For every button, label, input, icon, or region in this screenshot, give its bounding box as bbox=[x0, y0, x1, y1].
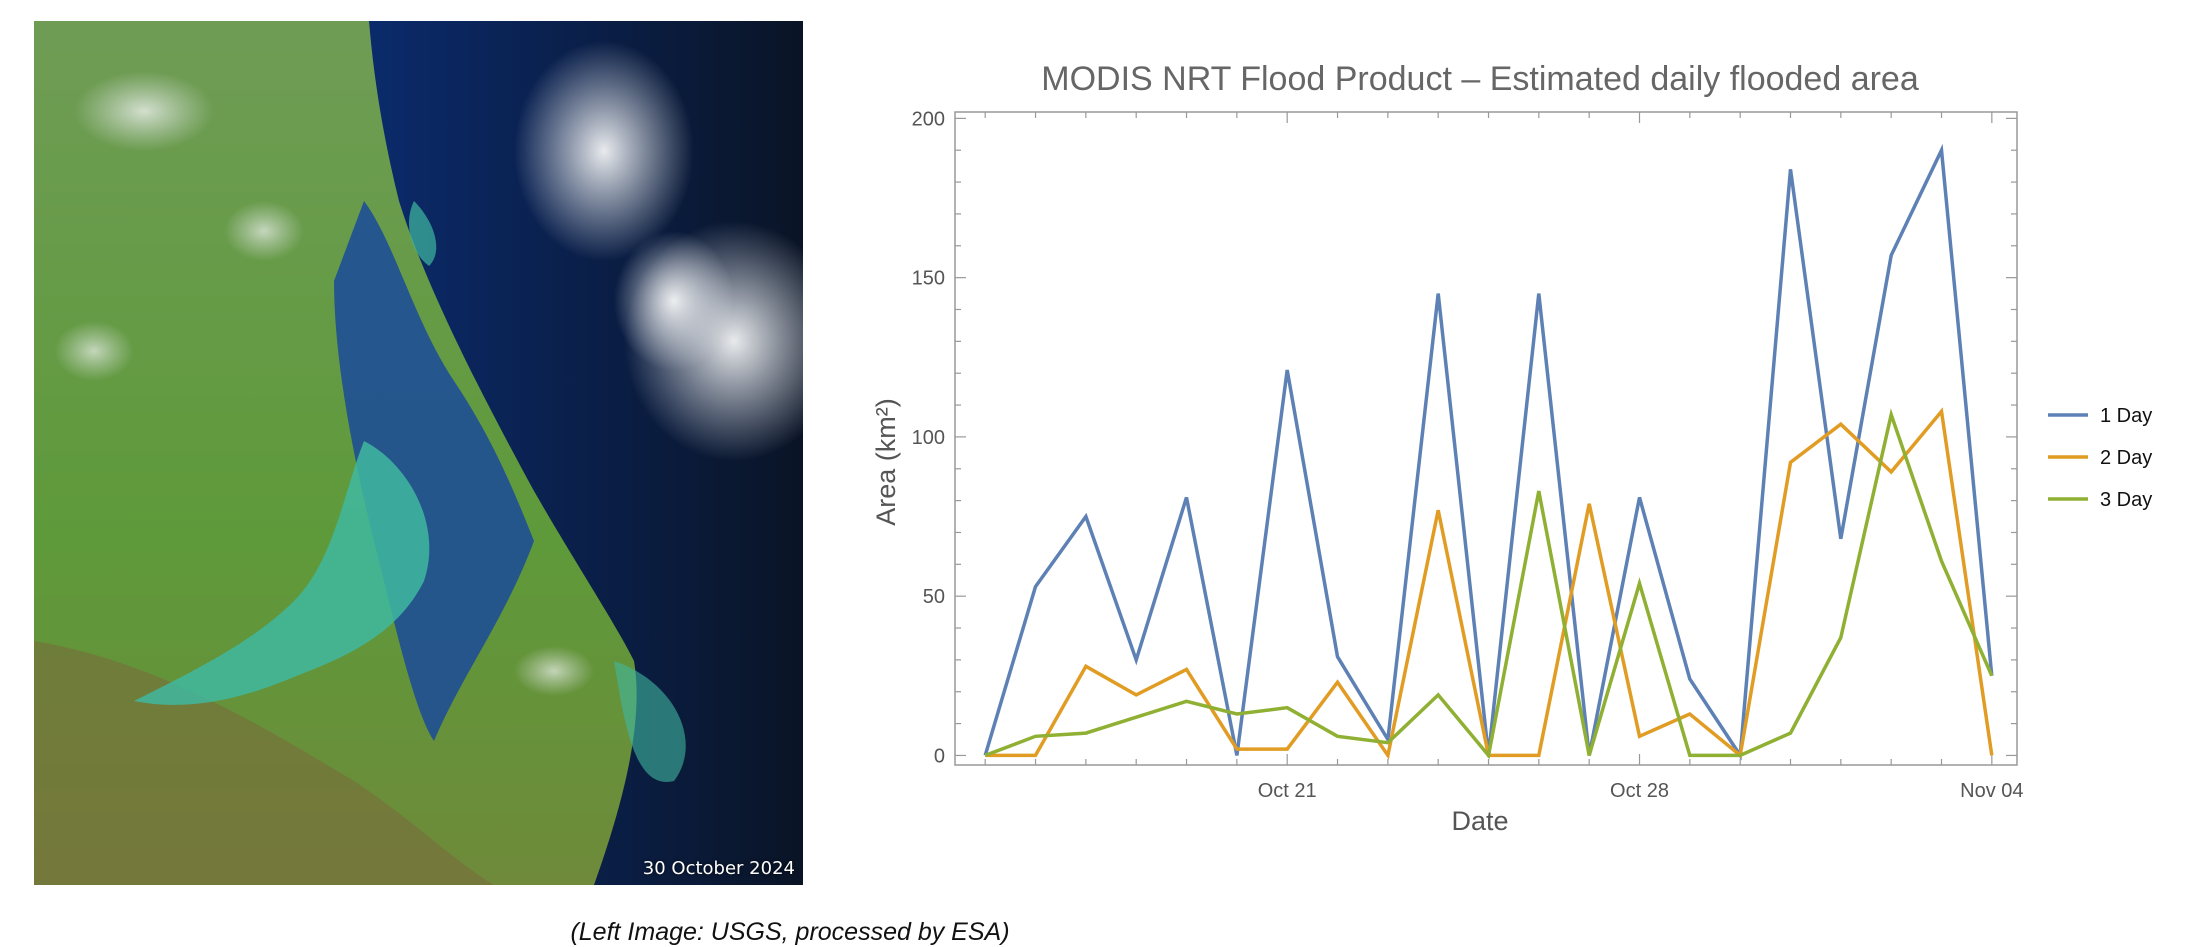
x-tick-label: Nov 04 bbox=[1960, 780, 2023, 802]
legend-label: 3 Day bbox=[2100, 489, 2152, 511]
x-axis-label: Date bbox=[1451, 806, 1508, 836]
axis-ticks: Oct 21 Oct 28 Nov 04 0 50 100 150 200 bbox=[912, 108, 2024, 802]
series-line-3-day bbox=[984, 408, 1994, 760]
series-lines bbox=[983, 143, 1994, 761]
chart-svg: MODIS NRT Flood Product – Estimated dail… bbox=[871, 60, 2152, 836]
y-axis-label: Area (km²) bbox=[871, 398, 901, 526]
chart-title: MODIS NRT Flood Product – Estimated dail… bbox=[1041, 60, 1919, 98]
plot-border bbox=[954, 111, 2018, 766]
y-tick-label: 0 bbox=[934, 745, 945, 767]
y-tick-label: 200 bbox=[912, 108, 945, 130]
series-line-2-day bbox=[985, 407, 1994, 760]
legend-label: 1 Day bbox=[2100, 405, 2152, 427]
image-date-label: 30 October 2024 bbox=[642, 858, 795, 879]
satellite-image: 30 October 2024 bbox=[34, 21, 803, 885]
legend: 1 Day 2 Day 3 Day bbox=[2048, 405, 2152, 511]
x-tick-label: Oct 28 bbox=[1610, 780, 1669, 802]
plot-frame bbox=[954, 111, 2018, 766]
series-line-1-day bbox=[983, 143, 1994, 761]
satellite-image-graphic bbox=[34, 21, 803, 885]
image-credit-caption: (Left Image: USGS, processed by ESA) bbox=[570, 918, 1010, 946]
y-tick-label: 150 bbox=[912, 268, 945, 290]
flood-area-chart: MODIS NRT Flood Product – Estimated dail… bbox=[850, 40, 2186, 860]
y-tick-label: 100 bbox=[912, 427, 945, 449]
legend-label: 2 Day bbox=[2100, 447, 2152, 469]
x-tick-label: Oct 21 bbox=[1258, 780, 1317, 802]
y-tick-label: 50 bbox=[923, 586, 945, 608]
